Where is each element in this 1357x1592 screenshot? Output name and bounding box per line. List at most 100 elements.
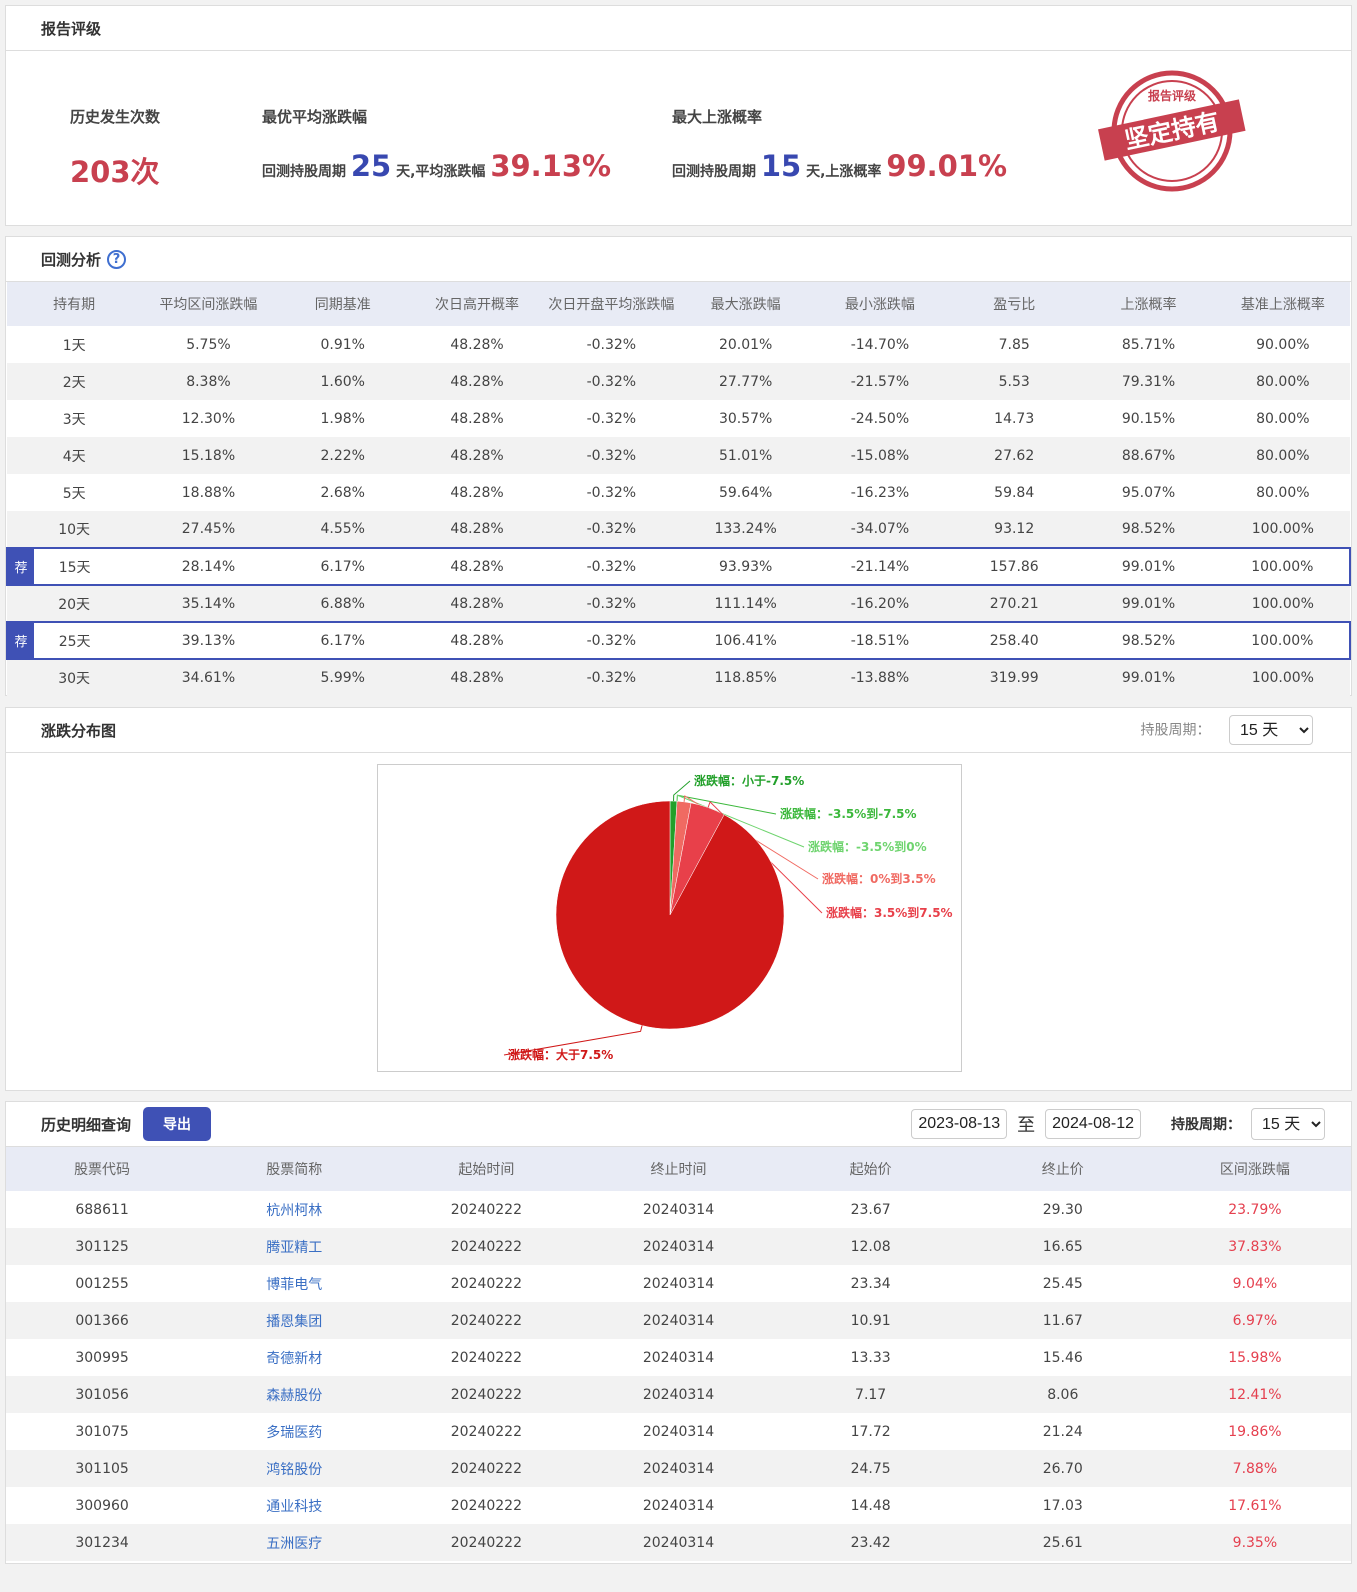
pie-slice[interactable]	[555, 800, 785, 1030]
stock-name-link[interactable]: 五洲医疗	[266, 1535, 323, 1552]
cell-value: 30天	[58, 671, 91, 687]
cell-value: 688611	[75, 1201, 129, 1218]
table-row: 301105 鸿铭股份 20240222 20240314 24.75 26.70 7.88…	[6, 1450, 1351, 1487]
table-cell: 20240222	[390, 1413, 582, 1450]
table-cell: 20240314	[582, 1413, 774, 1450]
to-label: 至	[1017, 1115, 1036, 1136]
cell-value: 14.48	[850, 1497, 891, 1514]
table-cell: -0.32%	[544, 474, 678, 511]
table-cell: 4天	[7, 437, 142, 474]
table-cell: 20240314	[582, 1339, 774, 1376]
stock-name-link[interactable]: 奇德新材	[266, 1350, 323, 1367]
cell-value: 20240314	[642, 1201, 715, 1218]
cell-value: 48.28%	[450, 521, 504, 537]
recommended-badge: 荐	[8, 549, 34, 584]
cell-value: 99.01%	[1121, 595, 1176, 612]
column-header: 股票简称	[198, 1147, 391, 1191]
table-cell: 17.61%	[1159, 1487, 1351, 1524]
stock-name-link[interactable]: 博菲电气	[266, 1276, 323, 1293]
cell-value: 93.93%	[718, 558, 773, 575]
table-cell: 30天	[7, 659, 142, 696]
cell-value: -13.88%	[850, 670, 910, 686]
table-cell: 20.01%	[678, 326, 812, 363]
cell-value: -16.20%	[850, 595, 910, 612]
backtest-panel: 回测分析 ? 持有期 平均区间涨跌幅 同期基准 次日高开概率 次日开盘平均涨跌幅 最大涨跌…	[5, 236, 1352, 696]
table-cell: 29.30	[967, 1191, 1159, 1228]
cell-value: 16.65	[1042, 1238, 1083, 1255]
cell-value: 48.28%	[450, 373, 504, 390]
export-button[interactable]: 导出	[143, 1107, 212, 1141]
cell-value: -0.32%	[586, 336, 637, 353]
cell-value: 20.01%	[718, 336, 773, 353]
start-date-input[interactable]: 2023-08-13	[911, 1109, 1008, 1139]
cell-value: 10.91	[850, 1312, 891, 1329]
stock-name-link[interactable]: 播恩集团	[266, 1313, 323, 1330]
cell-value: 15.46	[1042, 1349, 1083, 1366]
table-cell: 27.62	[947, 437, 1082, 474]
table-cell: 25.45	[967, 1265, 1159, 1302]
table-cell: 48.28%	[410, 400, 544, 437]
slice-label: 涨跌幅：大于7.5%	[508, 1047, 613, 1062]
cell-value: 20240222	[450, 1275, 522, 1292]
end-date-input[interactable]: 2024-08-12	[1045, 1109, 1141, 1139]
history-title: 历史明细查询	[41, 1115, 132, 1134]
cell-value: 5.99%	[320, 670, 365, 686]
stock-name-link[interactable]: 腾亚精工	[266, 1239, 323, 1256]
count-stat: 历史发生次数 203次	[70, 106, 160, 191]
history-period-label: 持股周期：	[1171, 1117, 1241, 1133]
table-cell: -0.32%	[544, 437, 679, 474]
table-cell: 48.28%	[409, 659, 545, 696]
backtest-title: 回测分析	[41, 250, 102, 269]
table-row: 3天 12.30% 1.98% 48.28% -0.32% 30.57% -24.50% 14…	[7, 400, 1350, 437]
stock-name-link[interactable]: 杭州柯林	[266, 1202, 323, 1219]
table-cell: 80.00%	[1216, 400, 1350, 437]
table-cell: 0.91%	[276, 326, 410, 363]
table-cell: 319.99	[947, 659, 1082, 696]
column-header: 次日开盘平均涨跌幅	[544, 282, 679, 326]
table-cell: 20240222	[390, 1487, 582, 1524]
period-select[interactable]: 15 天	[1229, 715, 1313, 745]
stock-name-link[interactable]: 多瑞医药	[266, 1424, 323, 1441]
cell-value: 23.67	[850, 1201, 891, 1218]
cell-value: -21.57%	[850, 373, 910, 390]
history-table: 股票代码 股票简称 起始时间 终止时间 起始价 终止价 区间涨跌幅 688611 杭州柯林 202…	[6, 1147, 1351, 1561]
history-period-select[interactable]: 15 天	[1251, 1108, 1325, 1140]
table-cell: 88.67%	[1081, 437, 1216, 474]
table-cell: 13.33	[775, 1339, 967, 1376]
cell-value: 100.00%	[1251, 595, 1314, 612]
cell-value: 79.31%	[1121, 373, 1176, 390]
table-cell: 106.41%	[678, 621, 813, 660]
cell-value: -0.32%	[586, 410, 637, 427]
table-cell: 48.28%	[409, 547, 545, 586]
table-row: 301125 腾亚精工 20240222 20240314 12.08 16.65 37.8…	[6, 1228, 1351, 1265]
column-header: 盈亏比	[947, 282, 1082, 326]
table-cell: 39.13%	[141, 621, 276, 660]
column-header: 终止时间	[582, 1147, 775, 1191]
table-cell: 111.14%	[678, 585, 813, 622]
table-cell: 100.00%	[1215, 511, 1350, 548]
cell-value: -0.32%	[586, 558, 637, 575]
cell-value: 2天	[62, 374, 86, 391]
table-cell: 播恩集团	[198, 1302, 391, 1339]
cell-value: 6.88%	[320, 595, 365, 612]
stock-name-link[interactable]: 通业科技	[266, 1498, 323, 1515]
help-icon[interactable]: ?	[107, 249, 127, 269]
change-value: 15.98%	[1228, 1349, 1282, 1366]
table-cell: 27.45%	[141, 511, 276, 548]
table-cell: 24.75	[774, 1450, 967, 1487]
table-cell: -34.07%	[812, 511, 948, 548]
cell-value: 301075	[75, 1423, 129, 1440]
table-cell: 20240314	[582, 1228, 775, 1265]
stock-name-link[interactable]: 鸿铭股份	[266, 1461, 323, 1478]
cell-value: 23.42	[850, 1534, 891, 1551]
cell-value: 300995	[75, 1349, 129, 1366]
table-cell: 20240314	[582, 1191, 774, 1228]
cell-value: 6.17%	[320, 558, 365, 575]
change-value: 9.35%	[1232, 1534, 1278, 1551]
stock-name-link[interactable]: 森赫股份	[266, 1387, 323, 1404]
label-leader-line	[707, 800, 823, 914]
table-cell: 20240314	[582, 1265, 774, 1302]
label-leader-line	[683, 795, 819, 880]
best-avg-prefix: 回测持股周期	[262, 164, 346, 180]
table-cell: 1.60%	[275, 363, 410, 400]
